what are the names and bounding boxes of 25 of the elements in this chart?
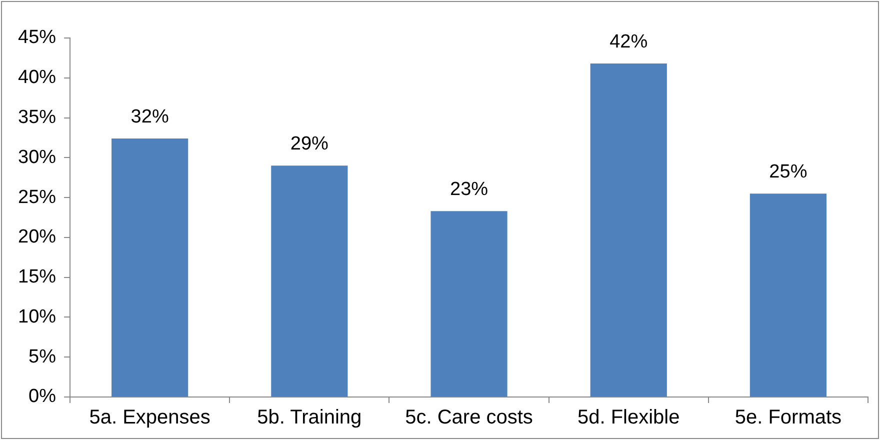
- bar: [750, 194, 827, 396]
- x-tick-label: 5c. Care costs: [405, 406, 533, 429]
- bar: [112, 138, 188, 396]
- y-tick-label: 45%: [18, 27, 56, 48]
- y-tick-label: 25%: [18, 186, 56, 208]
- y-tick-label: 0%: [28, 386, 56, 408]
- data-label: 32%: [130, 106, 169, 128]
- y-tick-label: 35%: [18, 107, 56, 128]
- y-tick-label: 5%: [28, 346, 56, 368]
- y-tick-label: 15%: [18, 266, 56, 288]
- bar: [430, 211, 508, 396]
- y-tick-label: 30%: [18, 146, 56, 168]
- y-tick-label: 10%: [18, 306, 56, 328]
- data-label: 42%: [610, 31, 648, 52]
- x-tick-label: 5a. Expenses: [89, 406, 210, 429]
- data-label: 23%: [450, 178, 488, 200]
- bar: [590, 64, 667, 396]
- x-tick-label: 5e. Formats: [734, 406, 842, 429]
- x-tick-label: 5b. Training: [257, 406, 362, 429]
- data-label: 25%: [769, 161, 808, 182]
- x-tick-label: 5d. Flexible: [577, 406, 680, 429]
- y-tick-label: 40%: [18, 67, 56, 88]
- y-tick-label: 20%: [18, 226, 56, 248]
- data-label: 29%: [290, 133, 329, 154]
- bar: [271, 166, 348, 396]
